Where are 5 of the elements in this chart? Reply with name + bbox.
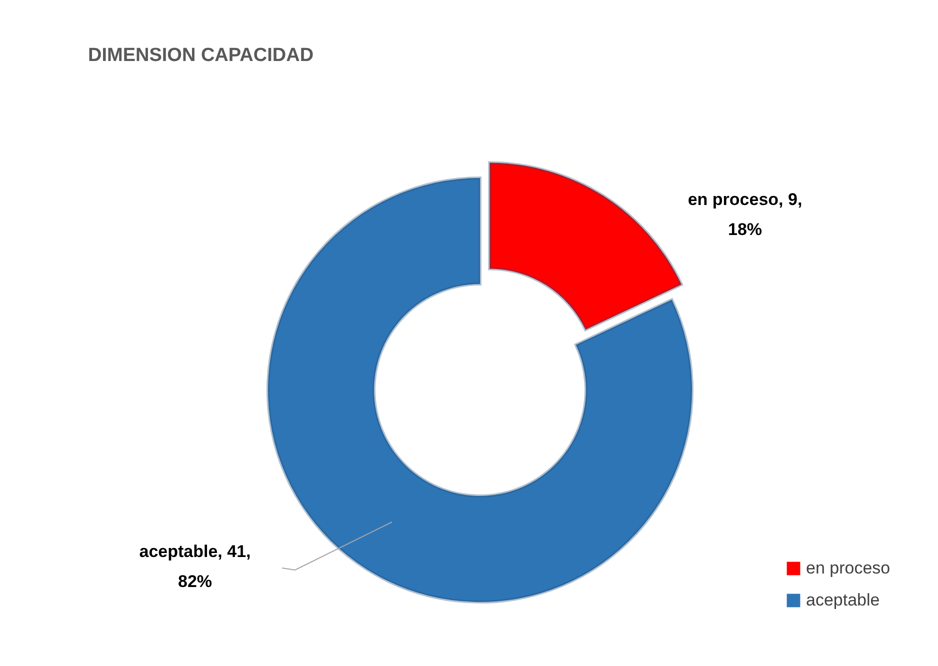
- legend-label: aceptable: [806, 590, 880, 610]
- legend-label: en proceso: [806, 558, 890, 578]
- chart-title: DIMENSION CAPACIDAD: [88, 45, 314, 66]
- data-label: aceptable, 41, 82%: [139, 542, 251, 591]
- data-label: en proceso, 9, 18%: [688, 190, 802, 239]
